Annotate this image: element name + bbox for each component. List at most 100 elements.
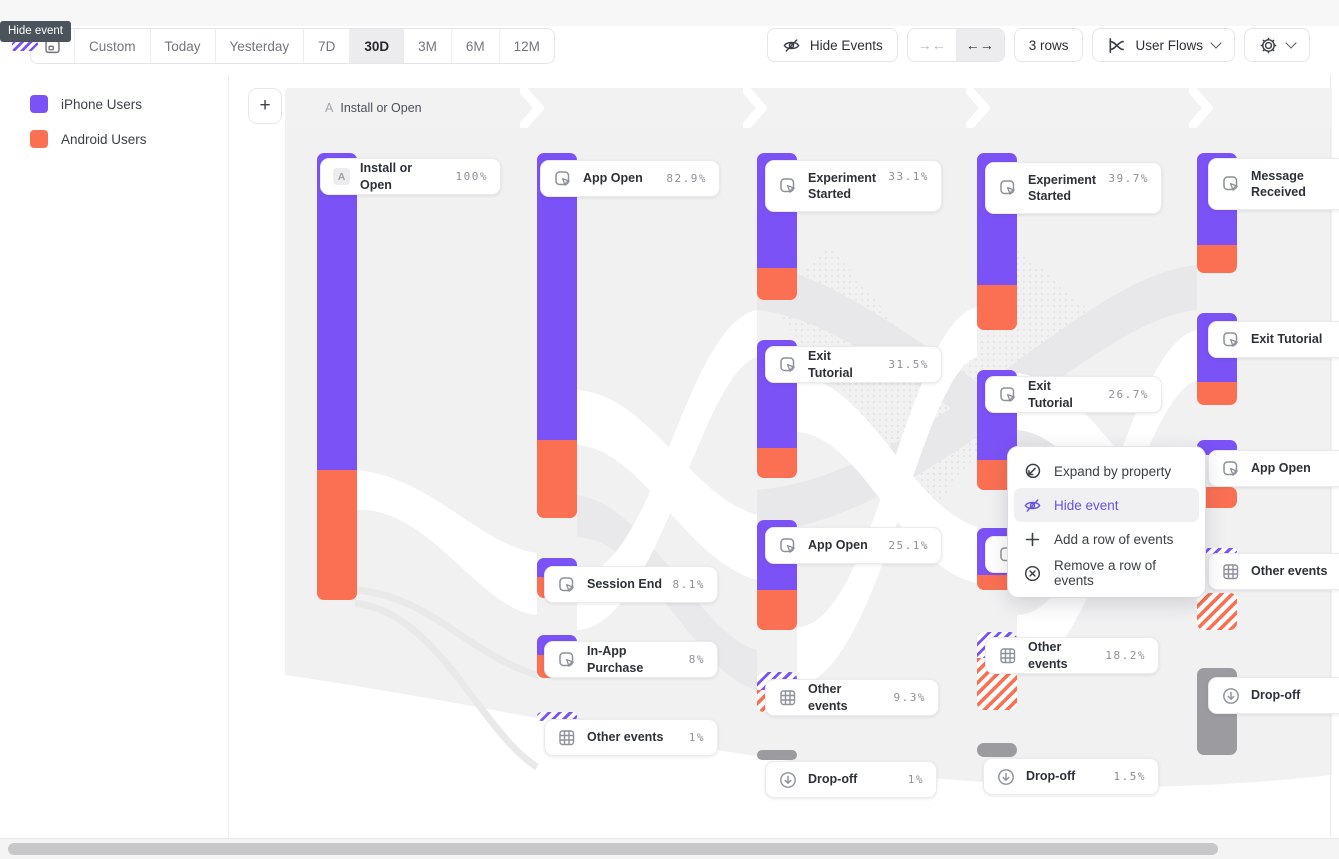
node-label: App Open (583, 171, 643, 186)
node-card-exit-tutorial[interactable]: Exit Tutorial 26.7% (985, 376, 1162, 413)
node-card-drop-off[interactable]: Drop-off 1% (765, 761, 937, 798)
node-card-app-open[interactable]: App Open 82.9% (540, 160, 720, 197)
node-label: Other events (587, 730, 664, 745)
view-type-dropdown[interactable]: User Flows (1092, 28, 1235, 62)
node-bar-other-events[interactable] (537, 712, 577, 721)
step-segment-install-or-open[interactable]: A Install or Open (325, 88, 422, 128)
collapse-expand-toggle: →← ←→ (906, 28, 1005, 62)
hide-events-label: Hide Events (809, 37, 883, 53)
node-label: Exit Tutorial (1028, 379, 1073, 410)
chevron-down-icon (1285, 37, 1297, 49)
sidebar-divider (228, 75, 229, 838)
node-card-in-app-purchase[interactable]: In-App Purchase 8% (544, 641, 718, 678)
node-bar-other-events-top[interactable] (1197, 548, 1237, 554)
hide-event-tooltip: Hide event (0, 21, 71, 42)
node-percent: 82.9% (666, 172, 707, 185)
node-card-experiment-started[interactable]: Experiment Started 39.7% (985, 162, 1162, 214)
node-percent: 8% (688, 653, 705, 666)
node-card-other-events[interactable]: Other events 9.3% (765, 679, 939, 716)
collapse-columns-button[interactable]: →← (917, 37, 946, 53)
window-top-strip (0, 0, 1339, 26)
plus-icon (1023, 530, 1042, 549)
legend-item-iphone[interactable]: iPhone Users (30, 95, 147, 113)
range-30d-selected[interactable]: 30D (350, 29, 405, 63)
node-card-app-open[interactable]: App Open (1208, 450, 1339, 487)
grid-icon (1221, 562, 1241, 582)
node-label: App Open (1251, 461, 1311, 476)
node-label: Other events (808, 682, 848, 713)
event-cursor-icon (778, 536, 798, 556)
bar-segment-android (1197, 245, 1237, 273)
node-card-app-open[interactable]: App Open 25.1% (765, 527, 942, 564)
node-card-other-events[interactable]: Other events 18.2% (985, 637, 1159, 674)
eye-off-icon (1023, 496, 1042, 515)
node-label: Exit Tutorial (808, 349, 853, 380)
node-percent: 1% (907, 773, 924, 786)
drop-off-icon (996, 767, 1016, 787)
rows-button[interactable]: 3 rows (1013, 28, 1084, 62)
range-today[interactable]: Today (150, 29, 216, 63)
event-cursor-icon (778, 355, 798, 375)
grid-icon (998, 646, 1018, 666)
drop-off-icon (1221, 686, 1241, 706)
circle-x-icon (1023, 564, 1042, 583)
node-card-message-received[interactable]: Message Received (1208, 158, 1339, 210)
node-bar-drop-off[interactable] (977, 743, 1017, 757)
bar-segment-other-iphone (1197, 548, 1237, 554)
menu-item-label: Add a row of events (1054, 531, 1174, 547)
step-event-label: Install or Open (340, 101, 422, 115)
node-card-session-end[interactable]: Session End 8.1% (544, 566, 718, 603)
node-bar-drop-off[interactable] (757, 750, 797, 760)
node-card-exit-tutorial[interactable]: Exit Tutorial (1208, 321, 1339, 358)
node-bar-app-open[interactable] (537, 153, 577, 518)
event-cursor-icon (998, 178, 1018, 198)
event-cursor-icon (553, 169, 573, 189)
settings-dropdown[interactable] (1244, 28, 1310, 62)
node-card-drop-off[interactable]: Drop-off 1.5% (983, 758, 1159, 795)
range-12m[interactable]: 12M (499, 29, 554, 63)
node-card-other-events[interactable]: Other events (1208, 553, 1339, 590)
bar-segment-iphone (317, 153, 357, 470)
node-bar-app-open-android[interactable] (1197, 487, 1237, 508)
event-cursor-icon (998, 385, 1018, 405)
node-percent: 8.1% (672, 578, 705, 591)
node-context-menu: Expand by property Hide event Add a row … (1008, 447, 1205, 597)
node-percent: 100% (455, 170, 488, 183)
range-yesterday[interactable]: Yesterday (215, 29, 305, 63)
legend-item-android[interactable]: Android Users (30, 130, 147, 148)
node-percent: 9.3% (893, 691, 926, 704)
node-label: Experiment Started (1028, 172, 1097, 203)
node-bar-install-or-open[interactable] (317, 153, 357, 600)
range-7d[interactable]: 7D (304, 29, 351, 63)
node-card-install-or-open[interactable]: A Install or Open 100% (320, 158, 501, 195)
step-chevron-icon (520, 88, 544, 128)
step-a-badge: A (333, 168, 350, 185)
node-card-exit-tutorial[interactable]: Exit Tutorial 31.5% (765, 346, 942, 383)
node-bar-other-events-bottom[interactable] (1197, 593, 1237, 630)
grid-icon (557, 728, 577, 748)
view-type-label: User Flows (1135, 37, 1203, 53)
bar-segment-android (1197, 487, 1237, 508)
eye-off-icon (782, 36, 801, 55)
add-step-button[interactable]: + (248, 88, 282, 124)
range-6m[interactable]: 6M (451, 29, 500, 63)
bar-segment-android (977, 575, 1017, 590)
hide-events-button[interactable]: Hide Events (766, 28, 898, 62)
range-custom[interactable]: Custom (75, 29, 151, 63)
node-percent: 39.7% (1108, 172, 1149, 185)
menu-item-hide-event[interactable]: Hide event (1014, 488, 1199, 522)
node-card-other-events[interactable]: Other events 1% (544, 719, 718, 756)
menu-item-add-row-of-events[interactable]: Add a row of events (1014, 522, 1199, 556)
bar-segment-iphone (537, 153, 577, 440)
node-label: Drop-off (1251, 688, 1301, 703)
node-label: App Open (808, 538, 868, 553)
node-card-drop-off[interactable]: Drop-off (1208, 677, 1339, 714)
range-3m[interactable]: 3M (404, 29, 452, 63)
node-card-experiment-started[interactable]: Experiment Started 33.1% (765, 160, 942, 212)
scrollbar-thumb[interactable] (8, 843, 1218, 855)
menu-item-remove-row-of-events[interactable]: Remove a row of events (1014, 556, 1199, 590)
expand-columns-button[interactable]: ←→ (955, 29, 1004, 61)
toolbar: Custom Today Yesterday 7D 30D 3M 6M 12M … (0, 0, 1339, 66)
menu-item-expand-by-property[interactable]: Expand by property (1014, 454, 1199, 488)
